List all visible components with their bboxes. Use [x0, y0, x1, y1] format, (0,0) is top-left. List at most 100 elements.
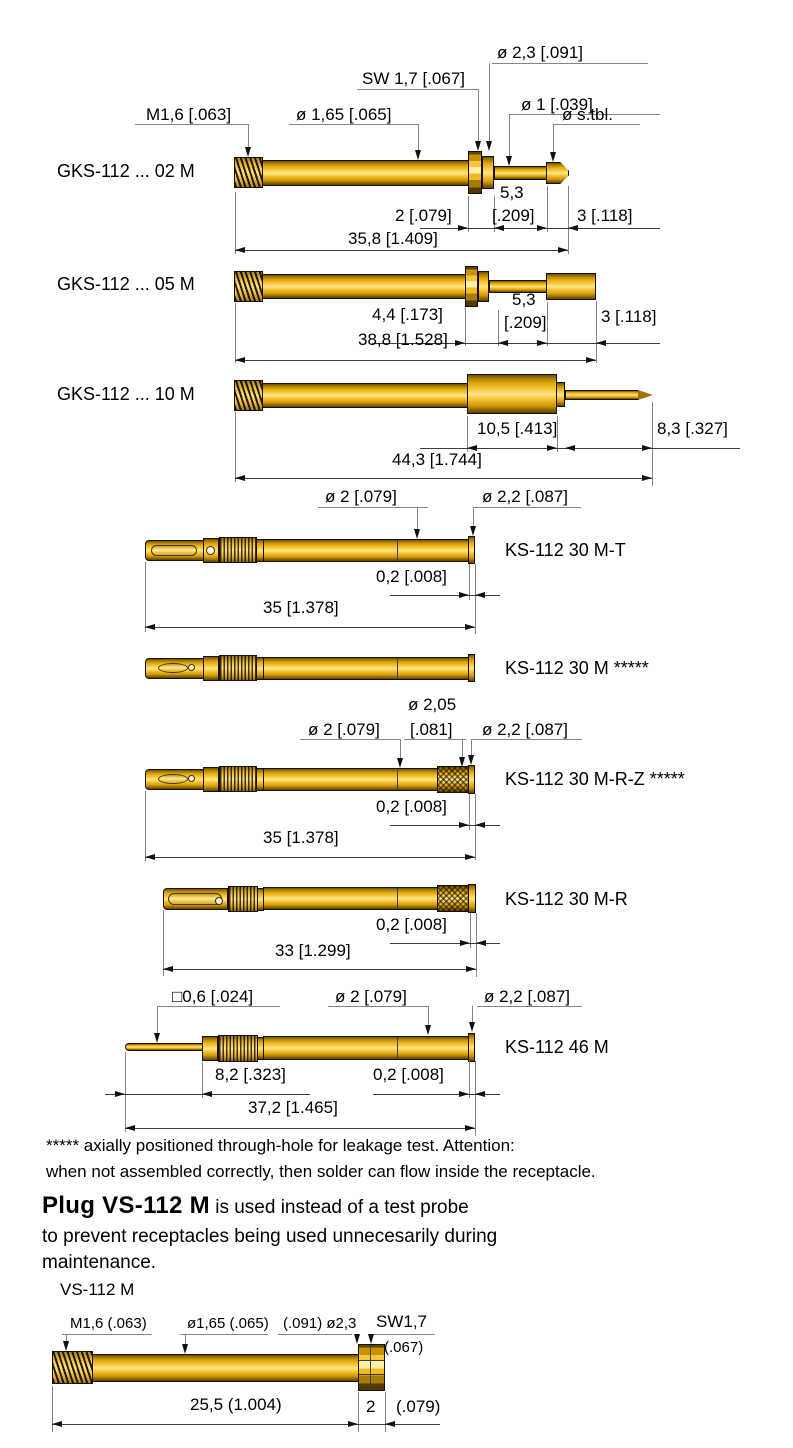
through-hole: [215, 897, 223, 905]
probe-name: KS-112 30 M-T: [505, 540, 626, 560]
plug-text: is used instead of a test probe: [209, 1197, 469, 1218]
probe-neck: [556, 382, 565, 407]
dim-line-total: [145, 627, 475, 628]
arrow-down-icon: [414, 529, 420, 539]
ext-line: [145, 791, 146, 861]
end-cap: [468, 884, 476, 913]
dim-line: [390, 825, 500, 826]
dim-line-total: [235, 250, 568, 251]
arrow-down-icon: [63, 1341, 69, 1351]
probe-barrel: [92, 1354, 359, 1382]
callout-underline: [278, 1334, 352, 1335]
leader-line: [157, 1006, 158, 1034]
ext-line: [235, 303, 236, 363]
arrow-down-icon: [470, 526, 476, 536]
dim-label-diameter-2: ø 2 [.079]: [308, 720, 380, 739]
dim-label-2: 2: [366, 1397, 376, 1416]
dim-label-diameter-2-05: ø 2,05: [408, 695, 457, 714]
ext-line: [465, 308, 466, 346]
arrow-left-icon: [494, 225, 504, 231]
crimp-collar: [202, 1036, 218, 1061]
dim-label-m1-6: M1,6 (.063): [70, 1315, 147, 1332]
probe-hex-nut: [465, 266, 478, 307]
dim-label-5-3: 5,3: [512, 290, 536, 309]
ext-line: [52, 1386, 53, 1432]
dim-line: [358, 1424, 440, 1425]
dim-line-total: [235, 478, 652, 479]
dim-line: [390, 595, 500, 596]
probe-name: KS-112 46 M: [505, 1037, 609, 1057]
callout-underline: [371, 1334, 435, 1335]
plug-paragraph-line-2: to prevent receptacles being used unnece…: [42, 1226, 498, 1247]
dim-line: [390, 943, 500, 944]
dim-line: [420, 448, 740, 449]
arrow-left-icon: [475, 822, 485, 828]
callout-underline: [157, 1006, 280, 1007]
probe-thread: [52, 1351, 93, 1384]
dim-label-0-2: 0,2 [.008]: [376, 567, 447, 586]
leader-line: [428, 1006, 429, 1028]
end-cap: [468, 765, 475, 794]
arrow-left-icon: [145, 624, 155, 630]
callout-underline: [473, 507, 581, 508]
probe-head: [546, 273, 596, 300]
knurl-section: [219, 537, 257, 563]
crimp-collar: [203, 767, 219, 792]
ext-line: [469, 564, 470, 600]
arrow-right-icon: [558, 247, 568, 253]
probe-thread: [234, 157, 263, 188]
callout-underline: [62, 1334, 152, 1335]
dim-label-sw-1-7: SW 1,7 [.067]: [362, 69, 465, 88]
receptacle-barrel: [263, 887, 438, 910]
dim-label-diameter-2-2: ø 2,2 [.087]: [482, 720, 568, 739]
arrow-right-icon: [537, 225, 547, 231]
arrow-right-icon: [642, 445, 652, 451]
probe-name: VS-112 M: [60, 1280, 135, 1299]
dim-label-diameter-2-3: ø 2,3 [.091]: [497, 43, 583, 62]
arrow-left-icon: [568, 225, 578, 231]
probe-barrel: [262, 383, 468, 408]
arrow-right-icon: [466, 966, 476, 972]
ext-line: [235, 412, 236, 482]
receptacle-barrel: [263, 1036, 469, 1060]
ext-line: [547, 186, 548, 232]
arrow-right-icon: [459, 592, 469, 598]
arrow-left-icon: [498, 340, 508, 346]
arrow-down-icon: [468, 755, 474, 765]
arrow-down-icon: [459, 757, 465, 767]
arrow-right-icon: [537, 340, 547, 346]
barrel-seam: [397, 658, 398, 679]
probe-hex-nut: [358, 1344, 385, 1391]
arrow-left-icon: [235, 247, 245, 253]
leader-line: [478, 89, 479, 141]
arrow-left-icon: [235, 475, 245, 481]
arrow-down-icon: [182, 1344, 188, 1354]
arrow-right-icon: [115, 1091, 125, 1097]
callout-underline: [357, 89, 479, 90]
arrow-down-icon: [154, 1033, 160, 1043]
tube-slot: [168, 893, 222, 905]
arrow-right-icon: [465, 624, 475, 630]
receptacle-barrel: [263, 539, 469, 562]
arrow-right-icon: [458, 225, 468, 231]
knurl-section: [219, 655, 257, 681]
arrow-down-icon: [368, 1334, 374, 1344]
through-hole: [188, 775, 195, 782]
arrow-down-icon: [415, 150, 421, 160]
dim-label-diameter-2: ø 2 [.079]: [325, 487, 397, 506]
crimp-collar: [203, 656, 219, 681]
arrow-down-icon: [475, 141, 481, 151]
arrow-left-icon: [475, 592, 485, 598]
ext-line: [470, 913, 471, 948]
probe-thread: [234, 380, 263, 411]
ext-line: [475, 1061, 476, 1136]
dim-label-diameter-1: ø 1 [.039]: [521, 95, 593, 114]
arrow-right-icon: [586, 357, 596, 363]
ext-line: [467, 416, 468, 452]
callout-underline: [509, 114, 660, 115]
dim-label-5-3-inch: [.209]: [492, 206, 535, 225]
dim-label-sw-1-7: SW1,7: [376, 1312, 428, 1331]
dim-label-3: 3 [.118]: [601, 307, 657, 326]
arrow-down-icon: [245, 147, 251, 157]
barrel-seam: [397, 888, 398, 909]
